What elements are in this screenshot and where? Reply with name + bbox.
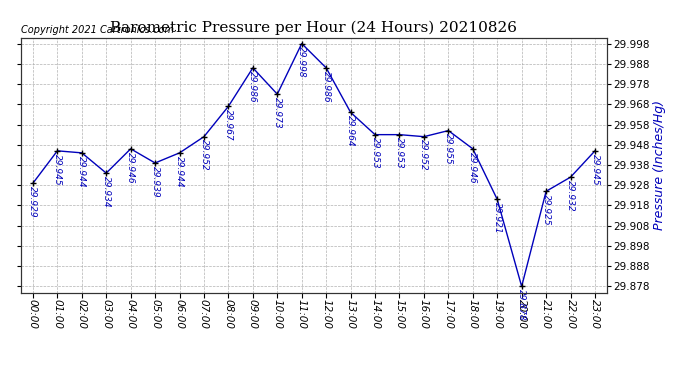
Text: 29.986: 29.986: [322, 70, 331, 102]
Text: Copyright 2021 Cartronics.com: Copyright 2021 Cartronics.com: [21, 25, 174, 35]
Text: 29.955: 29.955: [444, 134, 453, 165]
Text: 29.967: 29.967: [224, 109, 233, 141]
Text: 29.945: 29.945: [591, 154, 600, 185]
Text: 29.998: 29.998: [297, 46, 306, 78]
Text: 29.946: 29.946: [469, 152, 477, 183]
Text: 29.925: 29.925: [542, 194, 551, 226]
Text: 29.878: 29.878: [518, 289, 526, 321]
Text: 29.946: 29.946: [126, 152, 135, 183]
Text: 29.939: 29.939: [150, 166, 159, 197]
Text: 29.986: 29.986: [248, 70, 257, 102]
Text: 29.953: 29.953: [395, 137, 404, 169]
Text: 29.964: 29.964: [346, 115, 355, 147]
Text: 29.945: 29.945: [53, 154, 62, 185]
Text: 29.921: 29.921: [493, 202, 502, 234]
Title: Barometric Pressure per Hour (24 Hours) 20210826: Barometric Pressure per Hour (24 Hours) …: [110, 21, 518, 35]
Text: 29.952: 29.952: [420, 140, 428, 171]
Text: 29.929: 29.929: [28, 186, 37, 218]
Text: 29.952: 29.952: [199, 140, 208, 171]
Y-axis label: Pressure (Inches/Hg): Pressure (Inches/Hg): [653, 100, 667, 230]
Text: 29.953: 29.953: [371, 137, 380, 169]
Text: 29.973: 29.973: [273, 97, 282, 129]
Text: 29.934: 29.934: [101, 176, 110, 207]
Text: 29.944: 29.944: [175, 156, 184, 187]
Text: 29.944: 29.944: [77, 156, 86, 187]
Text: 29.932: 29.932: [566, 180, 575, 212]
